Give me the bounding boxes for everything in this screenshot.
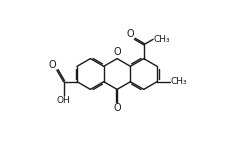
Text: CH₃: CH₃ xyxy=(154,35,170,44)
Text: O: O xyxy=(126,29,134,39)
Text: OH: OH xyxy=(56,96,70,105)
Text: O: O xyxy=(113,47,121,57)
Text: O: O xyxy=(48,59,56,70)
Text: O: O xyxy=(113,103,121,113)
Text: CH₃: CH₃ xyxy=(171,77,187,86)
